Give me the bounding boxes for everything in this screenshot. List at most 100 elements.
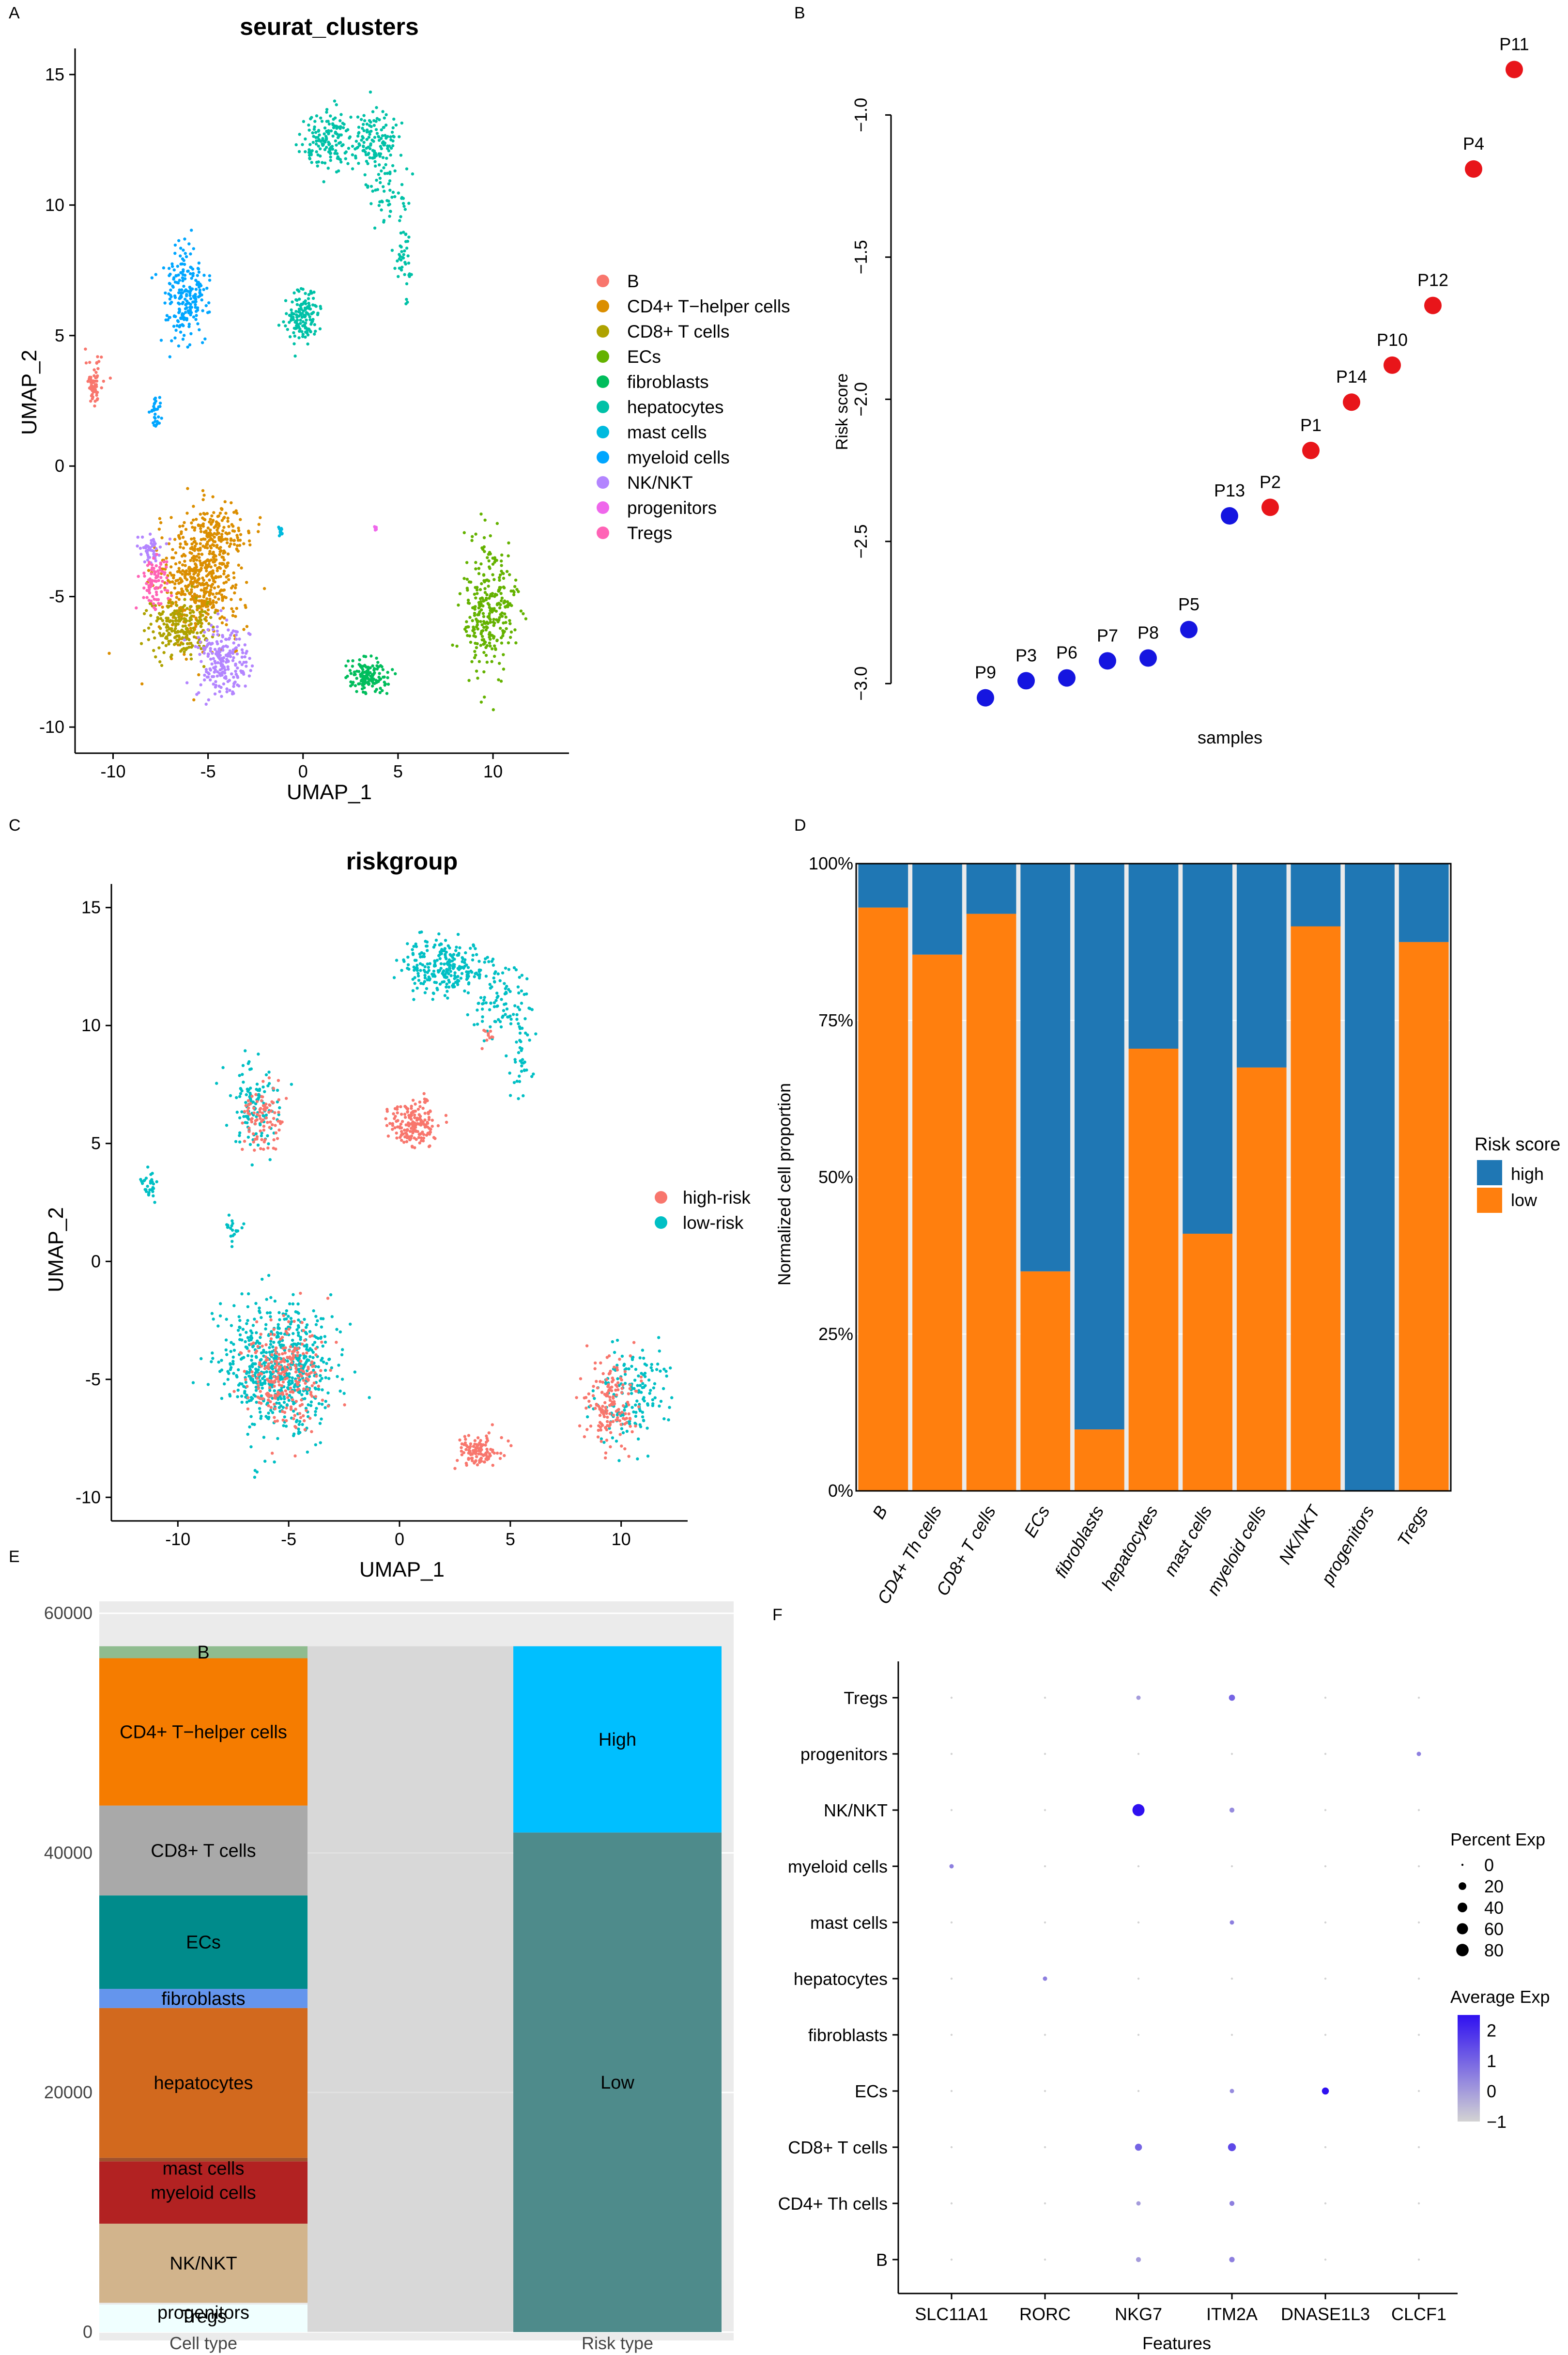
cell-point (481, 599, 485, 603)
cell-point (84, 361, 88, 365)
cell-point (646, 1455, 650, 1458)
cell-point (229, 537, 233, 541)
cell-point (252, 1393, 256, 1397)
cell-point (156, 617, 160, 621)
cell-point (172, 314, 176, 318)
cell-point (261, 1118, 265, 1122)
cell-point (504, 1002, 507, 1006)
cell-point (336, 136, 340, 139)
cell-point (146, 564, 150, 567)
cell-point (428, 962, 432, 965)
cell-point (507, 541, 510, 545)
cell-point (484, 1457, 488, 1461)
cell-point (515, 1040, 518, 1044)
cell-point (284, 1389, 288, 1393)
cell-point (388, 202, 391, 206)
cell-point (240, 1110, 244, 1114)
cell-point (227, 1213, 231, 1217)
cell-point (284, 324, 287, 327)
cell-point (382, 185, 385, 188)
cell-point (173, 636, 177, 639)
cell-point (426, 971, 430, 974)
cell-point (188, 343, 192, 347)
cell-point (207, 698, 211, 702)
cell-point (185, 318, 188, 322)
cell-point (296, 323, 300, 326)
cell-point (257, 1053, 260, 1056)
cell-point (385, 171, 389, 175)
cell-point (194, 596, 198, 600)
cell-point (320, 1340, 323, 1344)
cell-point (237, 1315, 241, 1318)
cell-point (298, 327, 302, 331)
cell-point (205, 566, 208, 570)
cell-point (289, 1322, 292, 1326)
cell-point (461, 960, 464, 963)
cell-point (191, 274, 195, 278)
cell-point (487, 603, 491, 606)
cell-point (518, 1008, 522, 1011)
cell-point (307, 154, 311, 157)
cell-point (267, 1367, 271, 1370)
cell-point (195, 565, 198, 569)
x-tick-label-cell-type: Cell type (169, 2333, 237, 2353)
cell-point (593, 1367, 597, 1370)
cell-point (279, 1397, 283, 1400)
cell-point (220, 1359, 223, 1362)
cell-point (190, 306, 193, 309)
cell-point (491, 1450, 494, 1454)
cell-point (308, 315, 311, 319)
cell-point (206, 628, 210, 632)
cell-point (236, 676, 240, 679)
cell-point (463, 964, 466, 968)
cell-point (320, 1417, 323, 1421)
cell-point (264, 1113, 268, 1117)
cell-point (212, 550, 215, 554)
cell-point (267, 1082, 271, 1085)
risk-y-tick-label: −1.0 (851, 98, 871, 132)
dot-ecs-clcf1 (1417, 2090, 1420, 2092)
cell-point (358, 682, 361, 685)
cell-point (201, 309, 204, 312)
cell-point (297, 1423, 301, 1426)
cell-point (171, 622, 175, 625)
cell-point (221, 1066, 225, 1069)
cell-point (314, 131, 318, 134)
cell-point (274, 1124, 277, 1127)
cell-point (489, 1001, 492, 1005)
cell-point (356, 145, 360, 149)
cell-point (239, 669, 243, 673)
cell-point (378, 200, 382, 203)
cell-point (398, 219, 401, 222)
x-tick-label: -10 (100, 761, 125, 781)
cell-point (211, 651, 214, 655)
cell-point (202, 589, 206, 592)
cell-point (591, 1389, 595, 1393)
cell-point (195, 585, 199, 589)
cell-point (203, 673, 206, 677)
cell-point (391, 190, 395, 194)
cell-point (258, 1087, 261, 1091)
cell-point (310, 1361, 313, 1365)
cell-point (227, 574, 230, 577)
cell-point (229, 1094, 232, 1098)
cell-point (322, 180, 325, 184)
cell-point (635, 1399, 639, 1403)
cell-point (108, 376, 112, 380)
stratum-label-cd8-t-cells: CD8+ T cells (151, 1841, 256, 1861)
cell-point (523, 1060, 526, 1064)
cell-point (490, 985, 493, 989)
cell-point (636, 1384, 639, 1387)
cell-point (165, 563, 168, 567)
cell-point (196, 306, 200, 310)
cell-point (184, 288, 188, 292)
cell-point (353, 673, 356, 677)
cell-point (400, 121, 404, 125)
cell-point (279, 1372, 283, 1376)
cell-point (479, 562, 483, 566)
cell-point (504, 987, 507, 991)
cell-point (329, 155, 332, 159)
cell-point (194, 288, 198, 291)
cell-point (279, 532, 282, 536)
cell-point (264, 1102, 268, 1106)
